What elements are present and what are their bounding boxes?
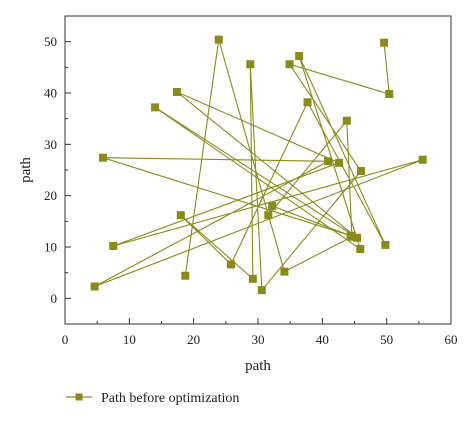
data-point — [295, 52, 304, 61]
data-point — [356, 167, 365, 176]
y-tick-label: 20 — [44, 188, 57, 203]
legend-marker — [75, 393, 83, 401]
data-point — [268, 201, 277, 210]
data-point — [356, 245, 365, 254]
data-point — [385, 90, 394, 99]
data-point — [246, 60, 255, 69]
legend-label: Path before optimization — [101, 391, 239, 406]
data-point — [98, 153, 107, 162]
y-tick-label: 30 — [44, 137, 57, 152]
y-tick-label: 0 — [51, 291, 58, 306]
x-tick-label: 10 — [123, 332, 136, 347]
data-point — [335, 158, 344, 167]
data-point — [90, 282, 99, 291]
x-axis-ticks: 0 10 20 30 40 50 60 — [62, 318, 458, 347]
data-point — [226, 260, 235, 269]
data-point — [303, 98, 312, 107]
y-tick-label: 40 — [44, 86, 57, 101]
x-tick-label: 50 — [380, 332, 393, 347]
data-point — [151, 103, 160, 112]
x-axis-title: path — [245, 358, 271, 374]
data-point — [214, 35, 223, 44]
data-point — [381, 240, 390, 249]
y-tick-label: 50 — [44, 34, 57, 49]
data-point — [347, 232, 356, 241]
plot-border — [64, 15, 452, 325]
x-tick-label: 40 — [316, 332, 329, 347]
x-tick-label: 30 — [252, 332, 265, 347]
x-tick-label: 20 — [187, 332, 200, 347]
data-point — [285, 60, 294, 69]
x-tick-label: 60 — [445, 332, 458, 347]
data-point — [109, 241, 118, 250]
data-point — [257, 286, 266, 295]
series-line — [94, 39, 423, 292]
data-point — [342, 116, 351, 125]
data-point — [324, 157, 333, 166]
legend: Path before optimization — [66, 391, 239, 406]
plot-frame — [64, 15, 452, 325]
data-point — [264, 211, 273, 220]
data-point — [248, 274, 257, 283]
x-tick-label: 0 — [62, 332, 69, 347]
data-point — [418, 155, 427, 164]
data-point — [181, 271, 190, 280]
y-axis-title: path — [18, 157, 34, 183]
data-point — [176, 211, 185, 220]
y-axis-ticks: 0 10 20 30 40 50 — [44, 15, 71, 325]
data-point — [380, 38, 389, 47]
series-layer — [90, 35, 427, 295]
y-tick-label: 10 — [44, 240, 57, 255]
data-point — [280, 267, 289, 276]
data-point — [172, 87, 181, 96]
